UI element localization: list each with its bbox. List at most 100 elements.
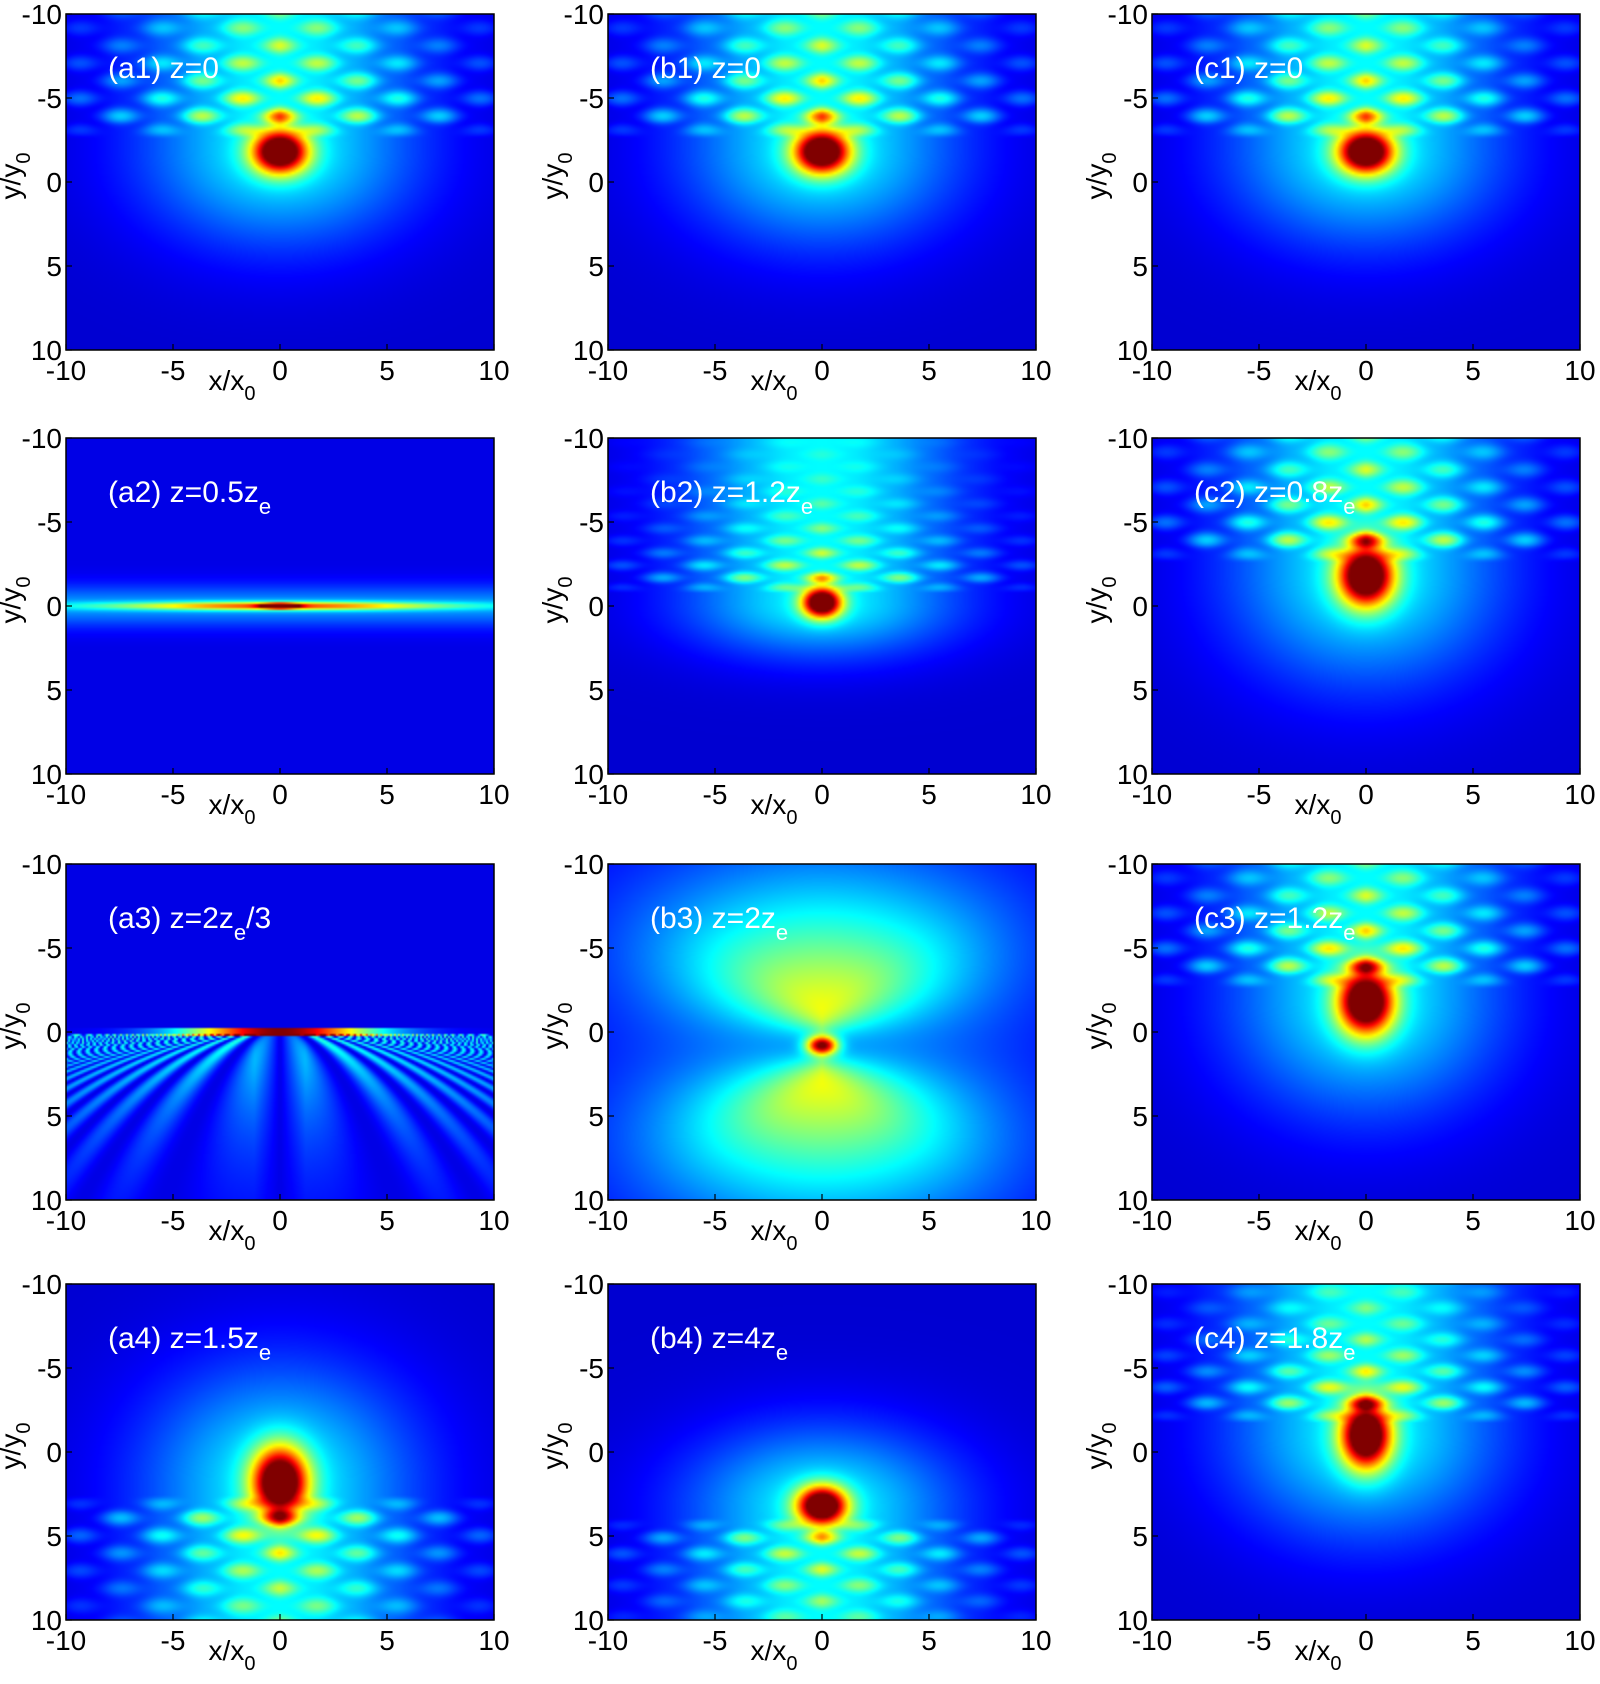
- y-tick-label: -10: [564, 423, 604, 454]
- y-tick-label: -5: [1123, 507, 1148, 538]
- panel-label-post: /3: [246, 902, 271, 935]
- x-axis-label-sub: 0: [786, 1233, 797, 1255]
- x-axis-label: x/x0: [1295, 365, 1342, 405]
- y-axis-label: y/y0: [537, 153, 577, 200]
- y-axis-label-sub: 0: [13, 1003, 35, 1014]
- x-tick-label: -10: [588, 355, 628, 386]
- panel-label-sub: e: [801, 494, 813, 519]
- panel-label-text: (b2) z=1.2z: [650, 476, 801, 509]
- y-tick-label: 5: [46, 1101, 62, 1132]
- panel-label-text: (b1) z=0: [650, 52, 761, 85]
- panel-label-sub: e: [259, 1340, 271, 1365]
- y-axis-label-sub: 0: [13, 153, 35, 164]
- x-tick-label: -5: [703, 1625, 728, 1656]
- x-tick-label: 10: [1564, 1625, 1595, 1656]
- y-tick-label: -5: [37, 933, 62, 964]
- x-tick-label: 5: [379, 355, 395, 386]
- y-tick-label: 10: [1117, 1605, 1148, 1636]
- x-axis-label: x/x0: [209, 1635, 256, 1675]
- x-axis-label-sub: 0: [786, 383, 797, 405]
- y-tick-label: 5: [1132, 1101, 1148, 1132]
- x-tick-label: -5: [1247, 1205, 1272, 1236]
- y-tick-label: 5: [588, 675, 604, 706]
- y-axis-label: y/y0: [1081, 1423, 1121, 1470]
- y-axis-label: y/y0: [0, 1423, 35, 1470]
- panel-label-sub: e: [259, 494, 271, 519]
- y-tick-label: -5: [37, 507, 62, 538]
- panel-label-sub: e: [1343, 920, 1355, 945]
- x-tick-label: 10: [1564, 1205, 1595, 1236]
- y-tick-label: -10: [1108, 423, 1148, 454]
- y-axis-label: y/y0: [0, 1003, 35, 1050]
- panel-label-b1: (b1) z=0: [650, 52, 761, 85]
- x-tick-label: 5: [921, 779, 937, 810]
- y-tick-label: -5: [1123, 1353, 1148, 1384]
- x-tick-label: 0: [272, 779, 288, 810]
- panel-label-c3: (c3) z=1.2ze: [1194, 902, 1355, 945]
- x-tick-label: 0: [272, 1625, 288, 1656]
- x-tick-label: 5: [379, 1205, 395, 1236]
- x-tick-label: 5: [921, 355, 937, 386]
- y-tick-label: 10: [573, 1605, 604, 1636]
- heatmap-b1: [608, 14, 1036, 350]
- x-tick-label: 10: [1020, 355, 1051, 386]
- y-tick-label: 0: [46, 167, 62, 198]
- x-tick-label: -5: [1247, 779, 1272, 810]
- y-tick-label: 10: [573, 759, 604, 790]
- y-tick-label: 0: [1132, 167, 1148, 198]
- heatmap-c1: [1152, 14, 1580, 350]
- y-tick-label: 5: [46, 251, 62, 282]
- panel-label-sub: e: [1343, 494, 1355, 519]
- y-tick-label: -10: [564, 849, 604, 880]
- x-tick-label: 5: [1465, 1625, 1481, 1656]
- y-tick-label: 5: [588, 1101, 604, 1132]
- y-tick-label: -5: [1123, 83, 1148, 114]
- panel-label-b2: (b2) z=1.2ze: [650, 476, 813, 519]
- y-tick-label: -5: [1123, 933, 1148, 964]
- panel-label-text: (c2) z=0.8z: [1194, 476, 1343, 509]
- heatmap-a3: [66, 864, 494, 1200]
- panel-label-sub: e: [1343, 1340, 1355, 1365]
- panel-label-text: (a3) z=2z: [108, 902, 234, 935]
- heatmap-c2: [1152, 438, 1580, 774]
- y-tick-label: 0: [46, 591, 62, 622]
- heatmap-b3: [608, 864, 1036, 1200]
- x-axis-label-sub: 0: [244, 807, 255, 829]
- y-axis-label-sub: 0: [555, 1003, 577, 1014]
- y-tick-label: -5: [579, 507, 604, 538]
- x-axis-label: x/x0: [751, 1635, 798, 1675]
- y-axis-label: y/y0: [0, 153, 35, 200]
- x-tick-label: -10: [1132, 355, 1172, 386]
- panel-label-b4: (b4) z=4ze: [650, 1322, 788, 1365]
- y-tick-label: -10: [1108, 849, 1148, 880]
- y-tick-label: 10: [31, 1605, 62, 1636]
- x-tick-label: 10: [1564, 779, 1595, 810]
- y-tick-label: 5: [46, 1521, 62, 1552]
- panel-label-a1: (a1) z=0: [108, 52, 219, 85]
- y-tick-label: 5: [46, 675, 62, 706]
- x-tick-label: -10: [46, 355, 86, 386]
- x-tick-label: 5: [1465, 355, 1481, 386]
- x-tick-label: 5: [1465, 779, 1481, 810]
- x-tick-label: -5: [703, 779, 728, 810]
- panel-label-a2: (a2) z=0.5ze: [108, 476, 271, 519]
- x-tick-label: -10: [46, 1625, 86, 1656]
- x-tick-label: -5: [161, 1625, 186, 1656]
- y-tick-label: -10: [564, 0, 604, 30]
- y-axis-label-sub: 0: [555, 1423, 577, 1434]
- x-tick-label: 0: [1358, 1205, 1374, 1236]
- x-tick-label: 10: [1020, 1205, 1051, 1236]
- y-tick-label: 0: [588, 1017, 604, 1048]
- x-tick-label: -10: [588, 1205, 628, 1236]
- y-tick-label: -5: [579, 933, 604, 964]
- heatmap-c4: [1152, 1284, 1580, 1620]
- y-tick-label: 0: [46, 1437, 62, 1468]
- y-axis-label-sub: 0: [555, 153, 577, 164]
- x-tick-label: 0: [814, 355, 830, 386]
- y-axis-label: y/y0: [537, 1003, 577, 1050]
